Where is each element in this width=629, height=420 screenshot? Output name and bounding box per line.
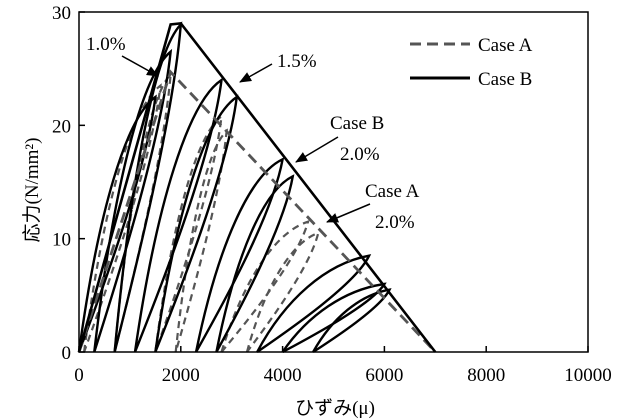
case-a-loop	[174, 128, 228, 353]
x-axis-title: ひずみ(μ)	[295, 397, 375, 419]
x-axis-ticks: 0 2000 4000 6000 8000 10000	[74, 346, 612, 386]
case-b-loop	[133, 77, 224, 353]
annotation-1-5-percent: 1.5%	[277, 51, 317, 72]
y-axis-title: 応力(N/mm²)	[21, 138, 43, 243]
x-tick-label: 8000	[467, 365, 505, 386]
annotation-case-b-title: Case B	[330, 113, 384, 134]
legend: Case A Case B	[410, 35, 533, 90]
case-b-loop	[281, 282, 387, 354]
case-b-loop	[256, 254, 372, 353]
annotation-case-a-title: Case A	[365, 181, 420, 202]
y-tick-label: 10	[52, 230, 71, 251]
y-tick-label: 0	[62, 343, 72, 364]
annotation-1-0-percent: 1.0%	[86, 34, 126, 55]
x-tick-label: 6000	[365, 365, 403, 386]
case-a-loop	[220, 220, 310, 353]
annotation-1-5-percent-arrow	[239, 63, 273, 83]
annotation-case-a-percent: 2.0%	[375, 212, 415, 233]
annotation-case-b-arrow	[295, 136, 339, 163]
plot-frame	[78, 11, 589, 353]
case-a-envelope	[77, 69, 437, 353]
y-tick-label: 30	[52, 3, 71, 24]
annotation-case-a-arrow	[326, 203, 371, 223]
case-b-loops	[77, 21, 392, 354]
x-tick-label: 10000	[564, 365, 612, 386]
annotation-case-b-percent: 2.0%	[340, 144, 380, 165]
case-b-loop	[194, 157, 285, 353]
y-axis-ticks: 0 10 20 30	[52, 3, 85, 364]
legend-label-case-b: Case B	[478, 69, 532, 90]
case-b-loop	[93, 48, 173, 353]
x-tick-label: 4000	[264, 365, 302, 386]
x-tick-label: 0	[74, 365, 84, 386]
case-b-loop	[312, 288, 392, 354]
x-tick-label: 2000	[162, 365, 200, 386]
case-b-loop	[215, 174, 295, 353]
y-tick-label: 20	[52, 116, 71, 137]
case-a-loop	[245, 231, 320, 353]
case-a-loop	[154, 113, 223, 353]
case-a-loop	[82, 83, 162, 353]
case-b-envelope	[77, 21, 437, 353]
annotation-1-0-percent-arrow	[121, 55, 159, 77]
annotations: 1.0% 1.5% Case B 2.0% Case A 2.0%	[86, 34, 420, 233]
envelope-lines	[77, 21, 437, 353]
legend-label-case-a: Case A	[478, 35, 533, 56]
